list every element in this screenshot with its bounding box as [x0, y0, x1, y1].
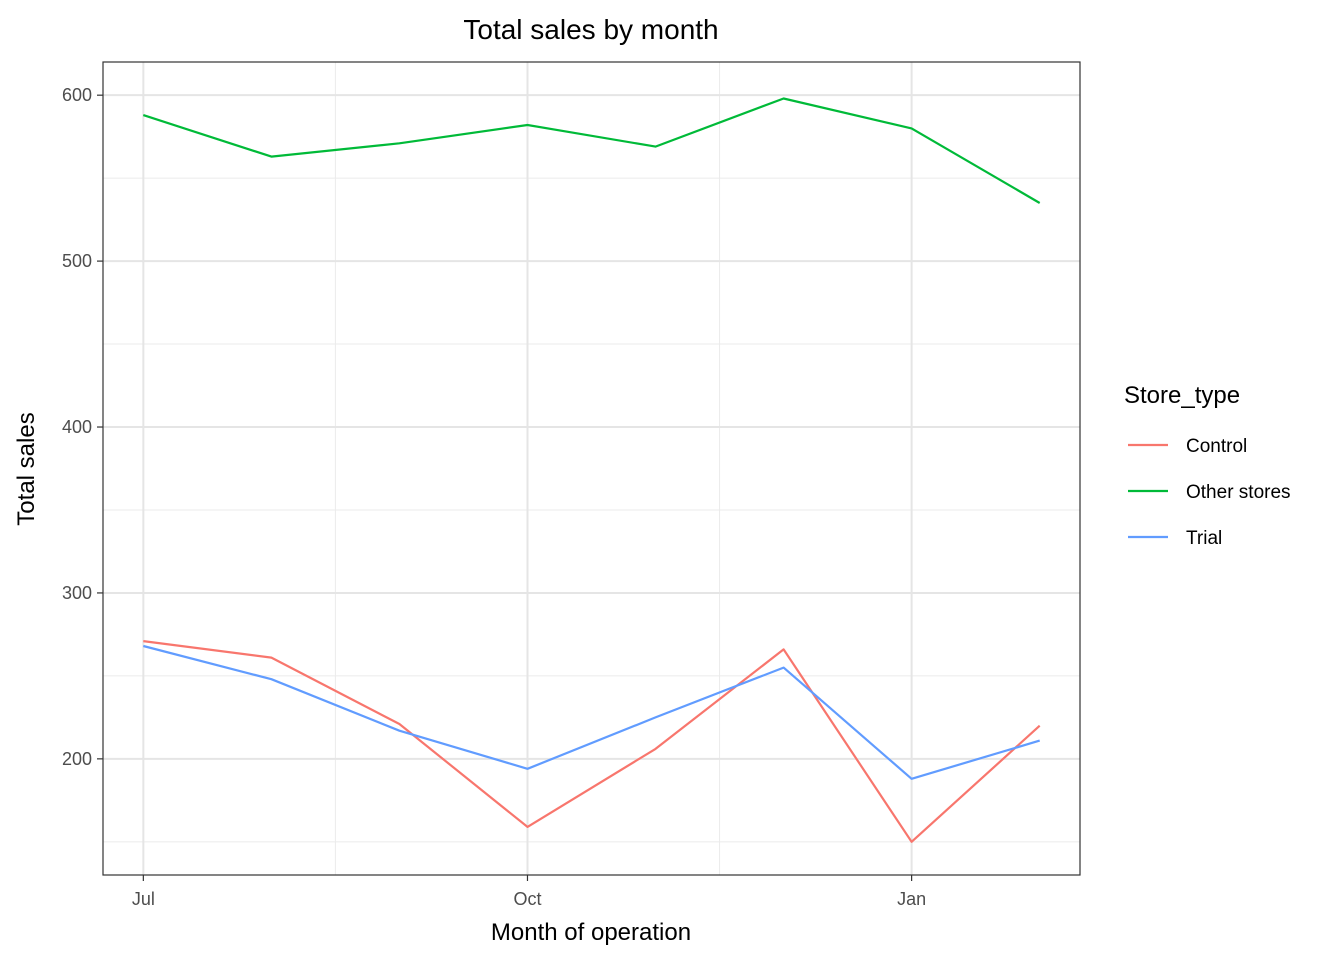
- chart-title: Total sales by month: [463, 14, 718, 45]
- legend-label: Trial: [1186, 528, 1222, 549]
- y-tick-label: 400: [62, 417, 92, 437]
- plot-background: [103, 62, 1080, 875]
- y-axis-title: Total sales: [13, 412, 40, 525]
- series-line-other-stores: [142, 97, 1041, 204]
- y-tick-label: 200: [62, 749, 92, 769]
- x-tick-label: Jan: [897, 889, 926, 909]
- x-tick-label: Jul: [132, 889, 155, 909]
- plot-border: [102, 61, 1081, 876]
- legend-label: Control: [1186, 436, 1247, 457]
- x-axis-title: Month of operation: [491, 919, 691, 946]
- y-tick-label: 300: [62, 583, 92, 603]
- legend-label: Other stores: [1186, 482, 1291, 503]
- legend-title: Store_type: [1124, 382, 1240, 409]
- series-line-control: [143, 640, 1041, 843]
- legend: Store_type Control Other stores Trial: [1124, 382, 1291, 549]
- series-line-trial: [143, 644, 1041, 780]
- plot-area: 200 300 400 500 600 Jul Oct Jan: [62, 61, 1081, 909]
- y-tick-label: 500: [62, 251, 92, 271]
- x-tick-label: Oct: [513, 889, 541, 909]
- y-tick-label: 600: [62, 85, 92, 105]
